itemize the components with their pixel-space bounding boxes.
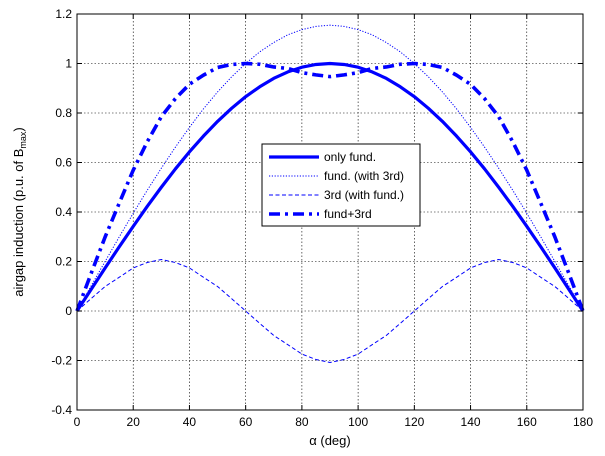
y-tick-label: 0.6	[55, 156, 72, 170]
x-tick-label: 60	[239, 415, 253, 429]
series-line-1	[75, 61, 585, 312]
y-tick-label: 0.2	[55, 255, 72, 269]
x-tick-label: 120	[404, 415, 424, 429]
y-axis-label-tail: )	[11, 127, 26, 131]
y-tick-label: -0.2	[51, 354, 72, 368]
x-tick-label: 80	[295, 415, 309, 429]
legend-label-3: 3rd (with fund.)	[324, 188, 404, 202]
y-tick-label: 0.4	[55, 205, 72, 219]
y-axis-label: airgap induction (p.u. of Bmax)	[11, 127, 28, 297]
y-axis-label-subscript: max	[18, 131, 28, 149]
y-axis-label-main: airgap induction (p.u. of B	[11, 149, 26, 297]
x-tick-label: 20	[127, 415, 141, 429]
legend-label-1: only fund.	[324, 150, 376, 164]
series-line-2	[76, 24, 584, 312]
series-line-4	[75, 61, 585, 312]
x-axis-label: α (deg)	[309, 433, 350, 448]
x-tick-label: 140	[461, 415, 481, 429]
y-tick-label: 0.8	[55, 106, 72, 120]
legend-label-2: fund. (with 3rd)	[324, 169, 404, 183]
y-tick-label: 1.2	[55, 7, 72, 21]
x-tick-label: 180	[573, 415, 593, 429]
series-line-3	[76, 259, 584, 363]
legend: only fund. fund. (with 3rd) 3rd (with fund…	[261, 143, 421, 227]
legend-label-4: fund+3rd	[324, 207, 372, 221]
series-group	[75, 24, 585, 363]
y-tick-label: -0.4	[51, 403, 72, 417]
ticks: 0 20 40 60 80 100 120 140 160 180 -0.4 -0.2 0 0.2 0.4 0…	[51, 7, 593, 429]
x-tick-label: 160	[517, 415, 537, 429]
y-tick-label: 0	[65, 304, 72, 318]
y-tick-label: 1	[65, 57, 72, 71]
x-tick-label: 100	[348, 415, 368, 429]
x-tick-label: 40	[183, 415, 197, 429]
x-tick-label: 0	[74, 415, 81, 429]
